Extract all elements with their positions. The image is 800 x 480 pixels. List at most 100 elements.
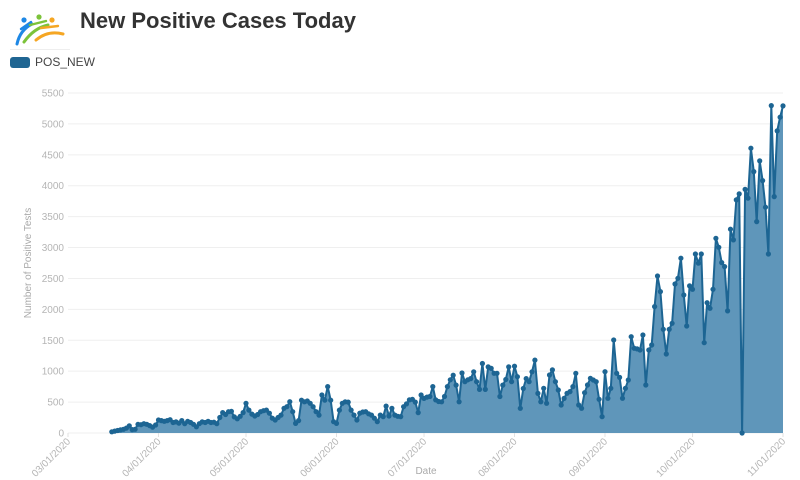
data-point[interactable]: [672, 281, 678, 287]
data-point[interactable]: [325, 384, 331, 390]
data-point[interactable]: [669, 320, 675, 326]
data-point[interactable]: [561, 395, 567, 401]
data-point[interactable]: [506, 364, 512, 370]
data-point[interactable]: [228, 408, 234, 414]
data-point[interactable]: [596, 396, 602, 402]
data-point[interactable]: [768, 103, 774, 109]
data-point[interactable]: [780, 103, 786, 109]
data-point[interactable]: [447, 377, 453, 383]
data-point[interactable]: [380, 414, 386, 420]
data-point[interactable]: [374, 419, 380, 425]
data-point[interactable]: [328, 397, 334, 403]
data-point[interactable]: [695, 260, 702, 266]
data-point[interactable]: [532, 357, 538, 363]
data-point[interactable]: [707, 305, 713, 311]
data-point[interactable]: [681, 292, 687, 298]
data-point[interactable]: [628, 334, 634, 340]
data-point[interactable]: [476, 386, 483, 392]
data-point[interactable]: [430, 384, 436, 390]
data-point[interactable]: [646, 347, 652, 353]
data-point[interactable]: [217, 414, 223, 421]
data-point[interactable]: [617, 374, 623, 380]
data-point[interactable]: [739, 430, 745, 436]
data-point[interactable]: [713, 235, 719, 241]
data-point[interactable]: [742, 186, 748, 192]
data-point[interactable]: [660, 326, 666, 332]
data-point[interactable]: [666, 326, 672, 332]
data-point[interactable]: [482, 386, 488, 392]
data-point[interactable]: [511, 363, 518, 369]
data-point[interactable]: [237, 413, 243, 419]
data-point[interactable]: [546, 372, 553, 378]
data-point[interactable]: [316, 412, 322, 418]
data-point[interactable]: [684, 323, 690, 329]
data-point[interactable]: [727, 226, 734, 232]
data-point[interactable]: [412, 399, 418, 405]
data-point[interactable]: [730, 237, 737, 243]
data-point[interactable]: [214, 421, 220, 427]
data-point[interactable]: [774, 128, 780, 134]
data-point[interactable]: [725, 308, 731, 314]
data-point[interactable]: [371, 415, 377, 421]
data-point[interactable]: [287, 399, 293, 405]
data-point[interactable]: [479, 360, 485, 367]
data-point[interactable]: [415, 410, 421, 416]
data-point[interactable]: [555, 387, 561, 393]
data-point[interactable]: [762, 204, 769, 210]
data-point[interactable]: [558, 402, 564, 408]
data-point[interactable]: [319, 392, 325, 398]
data-point[interactable]: [692, 251, 699, 257]
data-point[interactable]: [456, 399, 462, 405]
data-point[interactable]: [444, 384, 450, 390]
data-point[interactable]: [497, 393, 503, 400]
data-point[interactable]: [290, 409, 296, 415]
data-point[interactable]: [541, 385, 547, 391]
data-point[interactable]: [637, 347, 643, 353]
data-point[interactable]: [322, 397, 328, 403]
data-point[interactable]: [760, 178, 766, 184]
data-point[interactable]: [126, 423, 132, 429]
data-point[interactable]: [654, 273, 661, 279]
data-point[interactable]: [757, 158, 763, 164]
data-point[interactable]: [710, 286, 716, 292]
data-point[interactable]: [771, 194, 777, 200]
data-point[interactable]: [544, 400, 550, 406]
data-point[interactable]: [246, 407, 252, 413]
data-point[interactable]: [450, 372, 456, 378]
data-point[interactable]: [509, 379, 515, 385]
data-point[interactable]: [625, 377, 631, 383]
data-point[interactable]: [719, 260, 725, 266]
data-point[interactable]: [716, 244, 722, 250]
data-point[interactable]: [153, 422, 159, 428]
data-point[interactable]: [354, 417, 360, 423]
data-point[interactable]: [552, 379, 559, 385]
data-point[interactable]: [348, 407, 354, 413]
data-point[interactable]: [599, 414, 605, 420]
data-point[interactable]: [310, 404, 316, 410]
data-point[interactable]: [736, 191, 742, 197]
data-point[interactable]: [520, 385, 526, 392]
data-point[interactable]: [278, 412, 284, 418]
data-point[interactable]: [418, 392, 424, 398]
data-point[interactable]: [474, 379, 480, 385]
data-point[interactable]: [652, 304, 658, 310]
data-point[interactable]: [582, 390, 588, 396]
data-point[interactable]: [389, 405, 395, 411]
data-point[interactable]: [500, 382, 506, 388]
data-point[interactable]: [383, 403, 389, 409]
data-point[interactable]: [570, 384, 576, 390]
data-point[interactable]: [733, 197, 739, 203]
data-point[interactable]: [649, 342, 655, 348]
data-point[interactable]: [675, 275, 681, 281]
data-point[interactable]: [573, 370, 579, 376]
data-point[interactable]: [307, 400, 313, 406]
data-point[interactable]: [398, 414, 404, 420]
data-point[interactable]: [605, 395, 611, 401]
data-point[interactable]: [535, 390, 541, 396]
data-point[interactable]: [336, 407, 342, 413]
data-point[interactable]: [549, 367, 556, 373]
data-point[interactable]: [441, 393, 448, 400]
data-point[interactable]: [593, 379, 599, 385]
data-point[interactable]: [468, 376, 474, 382]
data-point[interactable]: [526, 379, 532, 385]
